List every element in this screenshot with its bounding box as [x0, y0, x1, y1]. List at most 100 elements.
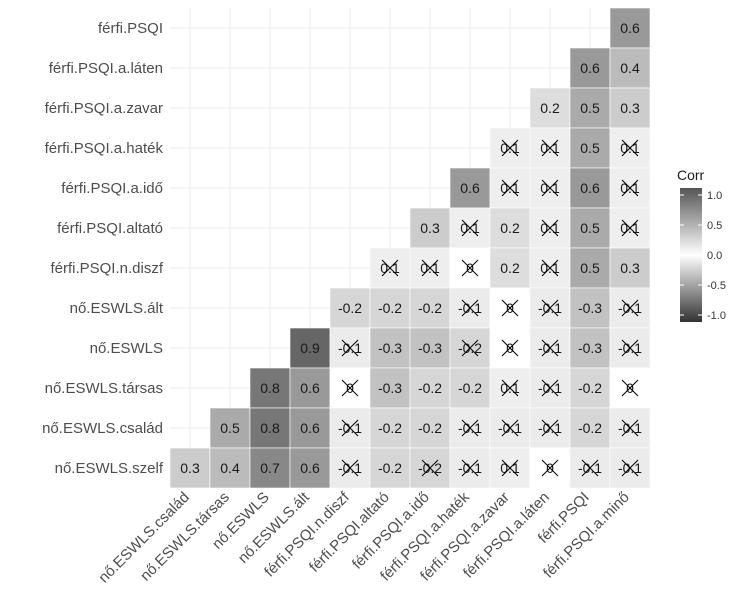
insignificant-cross-mark	[541, 419, 559, 437]
insignificant-cross-mark	[421, 459, 439, 477]
heatmap-cell: -0.2	[369, 287, 411, 329]
cell-value-label: -0.2	[578, 420, 602, 436]
cell-fill	[569, 407, 611, 449]
heatmap-cell: 0.8	[249, 367, 291, 409]
heatmap-cell: -0.2	[409, 287, 451, 329]
insignificant-cross-mark	[501, 179, 519, 197]
cell-fill	[249, 447, 291, 489]
cell-fill	[529, 87, 571, 129]
heatmap-cell: -0.2	[449, 327, 491, 369]
insignificant-cross-mark	[621, 339, 639, 357]
cell-value-label: 0.2	[500, 260, 520, 276]
cell-fill	[569, 47, 611, 89]
heatmap-cell: 0.7	[249, 447, 291, 489]
heatmap-cell: 0.2	[529, 87, 571, 129]
insignificant-cross-mark	[541, 459, 559, 477]
heatmap-cell: -0.3	[569, 287, 611, 329]
x-axis-labels: nő.ESWLS.családnő.ESWLS.társasnő.ESWLSnő…	[95, 488, 633, 586]
cell-value-label: -0.3	[378, 340, 402, 356]
heatmap-cell: 0.5	[209, 407, 251, 449]
heatmap-cell: 0.1	[529, 207, 571, 249]
cell-value-label: 0.3	[620, 100, 640, 116]
heatmap-cell: -0.3	[409, 327, 451, 369]
insignificant-cross-mark	[621, 179, 639, 197]
legend-tick-label: 1.0	[707, 190, 722, 202]
insignificant-cross-mark	[461, 299, 479, 317]
heatmap-cell: -0.2	[409, 367, 451, 409]
heatmap-cell: -0.1	[609, 327, 651, 369]
heatmap-cell: -0.1	[609, 447, 651, 489]
heatmap-cell: 0	[609, 367, 651, 409]
heatmap-cell: -0.1	[329, 447, 371, 489]
cell-value-label: -0.2	[338, 300, 362, 316]
cell-value-label: -0.2	[458, 380, 482, 396]
heatmap-cell: -0.1	[609, 287, 651, 329]
y-tick-label: férfi.PSQI.a.idő	[61, 180, 163, 197]
cell-fill	[289, 447, 331, 489]
cell-fill	[489, 407, 531, 449]
insignificant-cross-mark	[341, 459, 359, 477]
heatmap-cell: 0.1	[409, 247, 451, 289]
heatmap-cell: 0.1	[609, 207, 651, 249]
cell-value-label: 0.5	[580, 220, 600, 236]
heatmap-cell: 0.2	[489, 247, 531, 289]
insignificant-cross-mark	[461, 419, 479, 437]
cell-fill	[569, 367, 611, 409]
cell-fill	[289, 407, 331, 449]
heatmap-cell: -0.2	[569, 367, 611, 409]
insignificant-cross-mark	[501, 419, 519, 437]
heatmap-cell: -0.2	[409, 447, 451, 489]
insignificant-cross-mark	[541, 379, 559, 397]
cell-value-label: -0.3	[378, 380, 402, 396]
insignificant-cross-mark	[501, 139, 519, 157]
heatmap-cell: 0.6	[609, 7, 651, 49]
heatmap-cell: 0	[529, 447, 571, 489]
cell-value-label: -0.3	[418, 340, 442, 356]
heatmap-cells: 0.60.60.40.20.50.30.10.10.50.10.60.10.10…	[169, 7, 651, 489]
insignificant-cross-mark	[341, 419, 359, 437]
heatmap-cell: 0.1	[609, 167, 651, 209]
heatmap-cell: 0.1	[449, 207, 491, 249]
heatmap-cell: 0.3	[609, 87, 651, 129]
cell-value-label: 0.6	[620, 20, 640, 36]
cell-value-label: 0.6	[580, 180, 600, 196]
cell-value-label: 0.6	[300, 420, 320, 436]
cell-fill	[609, 247, 651, 289]
cell-fill	[369, 407, 411, 449]
cell-fill	[209, 407, 251, 449]
insignificant-cross-mark	[621, 459, 639, 477]
cell-value-label: 0.6	[300, 460, 320, 476]
heatmap-cell: -0.1	[609, 407, 651, 449]
heatmap-cell: 0.1	[529, 247, 571, 289]
heatmap-cell: 0.8	[249, 407, 291, 449]
cell-fill	[449, 167, 491, 209]
cell-value-label: 0.8	[260, 420, 280, 436]
heatmap-cell: -0.1	[329, 327, 371, 369]
heatmap-cell: -0.3	[569, 327, 611, 369]
insignificant-cross-mark	[541, 259, 559, 277]
heatmap-cell: 0.6	[289, 407, 331, 449]
insignificant-cross-mark	[621, 139, 639, 157]
cell-value-label: 0.7	[260, 460, 280, 476]
legend-ticks: 1.0 0.5 0.0 -0.5 -1.0	[680, 190, 726, 322]
cell-value-label: 0.5	[580, 260, 600, 276]
heatmap-cell: 0.2	[489, 207, 531, 249]
cell-value-label: -0.2	[418, 420, 442, 436]
legend-tick-label: 0.5	[707, 220, 722, 232]
cell-value-label: -0.2	[418, 300, 442, 316]
heatmap-cell: 0.1	[609, 127, 651, 169]
insignificant-cross-mark	[421, 259, 439, 277]
heatmap-cell: -0.2	[369, 407, 411, 449]
heatmap-cell: 0.1	[529, 167, 571, 209]
heatmap-cell: 0	[489, 327, 531, 369]
cell-value-label: 0.4	[220, 460, 240, 476]
heatmap-cell: -0.1	[569, 447, 611, 489]
heatmap-cell: 0	[489, 287, 531, 329]
cell-value-label: -0.3	[578, 340, 602, 356]
insignificant-cross-mark	[621, 379, 639, 397]
heatmap-cell: 0.5	[569, 87, 611, 129]
cell-value-label: 0.3	[180, 460, 200, 476]
cell-fill	[609, 87, 651, 129]
heatmap-cell: 0.9	[289, 327, 331, 369]
cell-value-label: 0.5	[580, 140, 600, 156]
